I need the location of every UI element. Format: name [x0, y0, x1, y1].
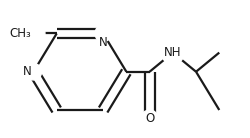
Circle shape	[25, 63, 42, 80]
Text: N: N	[22, 65, 31, 78]
Text: N: N	[99, 36, 108, 49]
Circle shape	[22, 22, 45, 45]
Circle shape	[142, 110, 158, 126]
Circle shape	[95, 25, 111, 42]
Text: CH₃: CH₃	[10, 27, 31, 40]
Text: NH: NH	[164, 46, 182, 59]
Circle shape	[161, 41, 184, 64]
Text: O: O	[145, 112, 154, 125]
